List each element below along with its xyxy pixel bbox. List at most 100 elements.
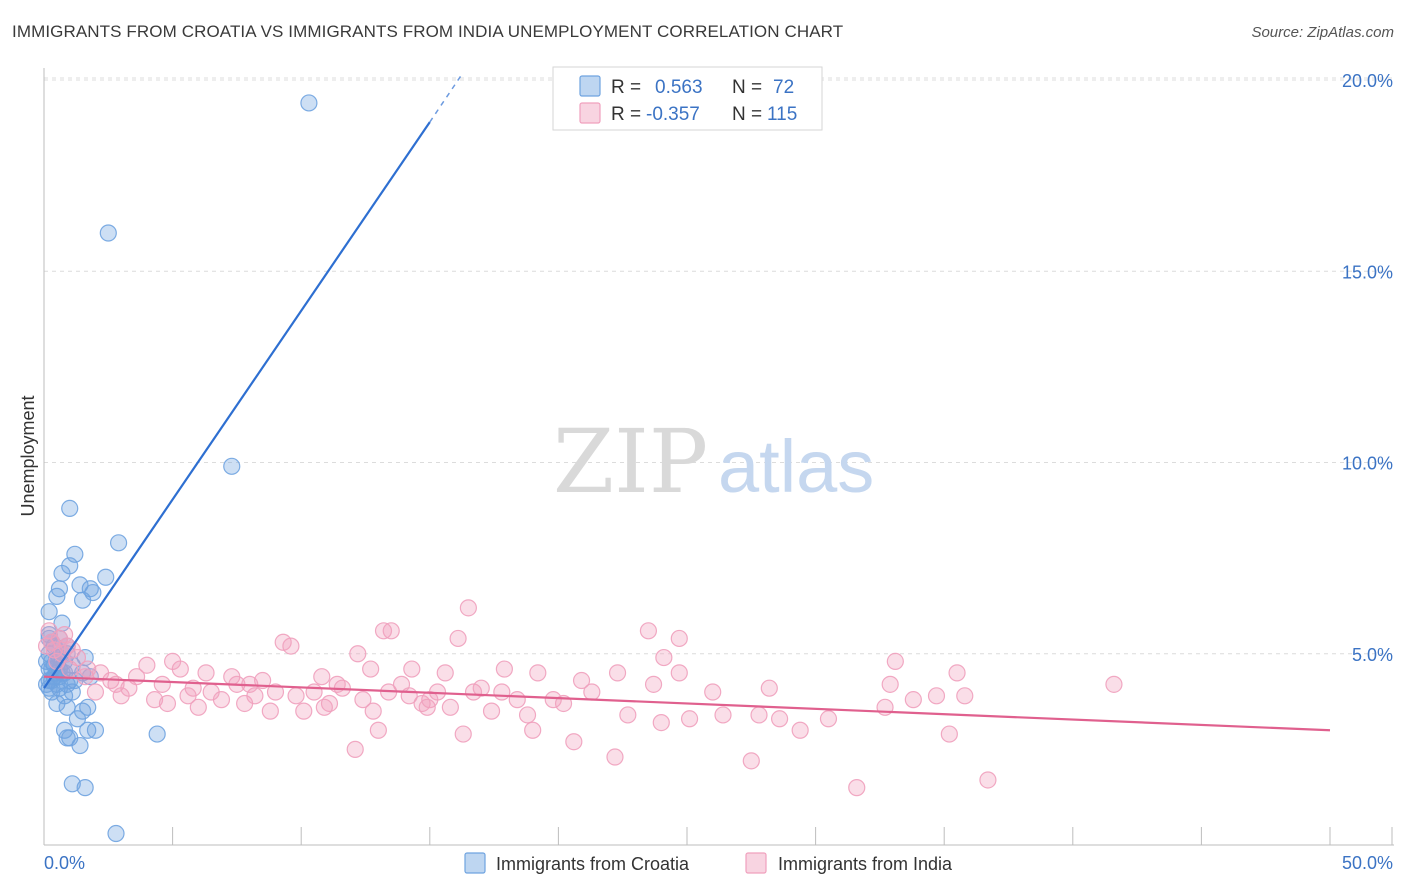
india-point [274,633,292,651]
india-point [742,752,760,770]
india-point [927,687,946,705]
india-point [482,702,501,720]
india-point [670,664,688,682]
chart-title: IMMIGRANTS FROM CROATIA VS IMMIGRANTS FR… [12,22,844,41]
india-point [565,733,583,751]
india-point [403,660,421,678]
croatia-point [71,736,89,755]
india-point [189,698,207,716]
india-point [354,691,372,709]
india-point [508,691,526,709]
india-point [619,706,637,724]
india-point [750,706,768,724]
series-legend-label-croatia: Immigrants from Croatia [496,854,690,874]
source-label: Source: ZipAtlas.com [1251,24,1394,41]
x-tick-labels: 0.0% 50.0% [44,853,1393,873]
legend-r-label-croatia: R = [611,77,641,98]
india-point [364,702,382,720]
india-point [652,713,670,732]
india-point [608,664,627,682]
india-point [171,660,189,678]
india-point [760,679,778,697]
india-point [495,660,513,678]
series-legend-swatch-croatia [464,852,486,874]
india-point [295,702,313,720]
x-tick-label: 0.0% [44,853,85,873]
india-point [236,694,254,713]
india-point [261,702,279,720]
india-point [464,683,483,701]
india-points [37,599,1123,797]
india-point [449,629,467,648]
trend-lines [43,75,1331,732]
india-point [791,721,809,739]
india-point [212,691,231,709]
india-point [346,740,364,758]
india-point [904,691,922,709]
croatia-point [79,721,97,739]
india-point [454,725,472,743]
india-point [529,664,547,682]
croatia-point [99,224,117,242]
croatia-point [61,499,79,517]
correlation-legend: R = 0.563 N = 72 R = -0.357 N = 115 [552,66,823,131]
croatia-point [73,591,92,609]
y-tick-label: 15.0% [1342,262,1393,282]
india-point [544,691,562,709]
croatia-point [63,683,81,701]
india-point [655,648,673,667]
data-points [37,94,1123,843]
croatia-point [109,534,128,552]
watermark-zip: ZIP [553,410,708,513]
india-point [349,645,367,663]
croatia-point [48,694,66,713]
india-point [644,675,663,693]
croatia-point [148,725,166,743]
y-tick-label: 20.0% [1342,71,1393,91]
series-legend-label-india: Immigrants from India [778,854,953,874]
y-axis-label: Unemployment [18,395,38,516]
india-point [266,683,285,701]
croatia-point [107,824,125,843]
croatia-trend-extension [429,75,462,123]
croatia-point [300,94,318,112]
india-point [441,698,459,716]
gridlines [44,77,1394,655]
india-point [493,683,511,701]
india-point [282,637,300,655]
croatia-points [37,94,318,843]
india-point [40,622,58,640]
x-tick-label: 50.0% [1342,853,1393,873]
india-trend-line [43,675,1331,732]
legend-r-value-croatia: 0.563 [655,77,703,98]
india-point [127,668,146,686]
india-point [714,706,732,724]
india-point [158,694,177,713]
india-point [313,668,331,686]
india-point [145,691,164,709]
india-point [369,721,387,739]
india-point [606,748,624,766]
croatia-point [68,710,87,728]
croatia-point [53,564,71,583]
india-point [770,710,789,728]
india-point [459,599,477,617]
legend-n-value-croatia: 72 [773,77,794,98]
india-point [704,683,722,701]
y-tick-labels: 5.0% 10.0% 15.0% 20.0% [1342,71,1393,665]
india-point [362,660,380,678]
axes [43,68,1394,846]
india-point [179,687,197,705]
croatia-point [63,775,81,793]
india-point [518,706,537,724]
india-point [881,675,899,693]
croatia-point [48,587,66,605]
india-point [1105,675,1123,693]
india-point [86,683,105,701]
india-point [37,637,56,655]
india-point [639,622,658,640]
india-point [524,721,542,739]
india-point [472,679,490,697]
india-point [382,622,400,640]
